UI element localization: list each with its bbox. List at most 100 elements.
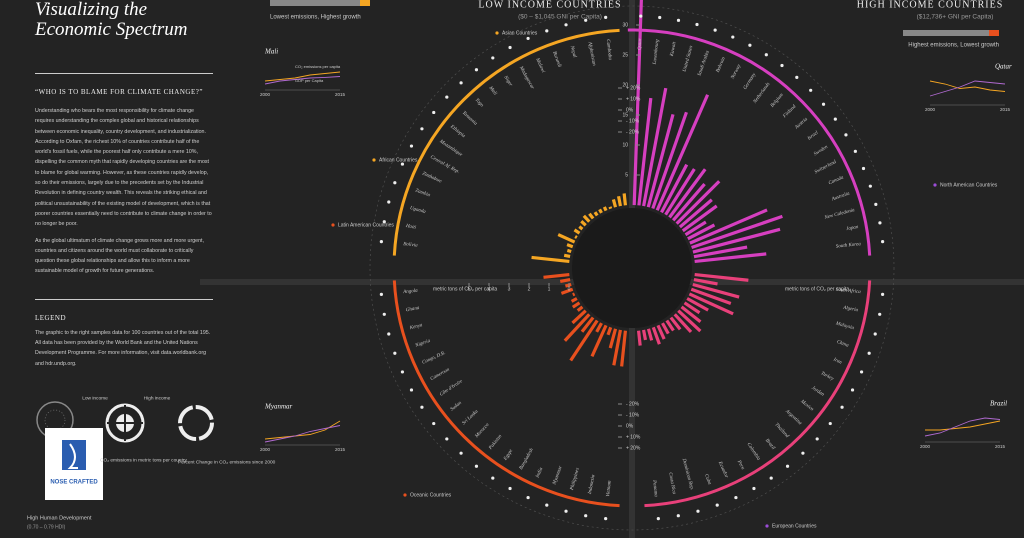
dot xyxy=(833,117,837,121)
dot xyxy=(696,509,700,513)
dot xyxy=(379,240,383,244)
bar xyxy=(593,211,599,217)
rim-arc xyxy=(644,280,872,508)
mini-year: 2000 xyxy=(260,447,271,452)
bar xyxy=(651,326,661,345)
dot xyxy=(474,68,479,72)
dot xyxy=(491,56,495,60)
country-label: Argentina xyxy=(784,409,803,427)
dot xyxy=(420,405,424,409)
mini-line xyxy=(929,80,1006,92)
country-label: Mozambique xyxy=(438,139,464,158)
bar xyxy=(688,292,734,316)
legend-label: Percent Change in CO₂ emissions since 20… xyxy=(178,459,276,465)
country-label: Brazil xyxy=(764,438,776,451)
dot xyxy=(676,18,681,22)
bar xyxy=(686,297,709,312)
bar xyxy=(622,193,628,206)
country-label: Burundi xyxy=(551,51,561,69)
country-label: Dominican Rep. xyxy=(680,457,694,491)
country-label: Angola xyxy=(402,289,418,296)
country-label: Nepal xyxy=(568,45,576,59)
bar xyxy=(571,309,587,325)
bar xyxy=(574,235,578,239)
sidebar: Visualizing the Economic Spectrum “WHO I… xyxy=(35,0,213,375)
legend-label: CO₂ emissions in metric tons per country xyxy=(100,457,188,463)
country-label: South Korea xyxy=(836,242,862,250)
bar xyxy=(608,206,613,210)
note-bar-accent xyxy=(360,0,370,6)
hdi-range: (0.70 – 0.79 HDI) xyxy=(27,524,66,530)
tick-label: 20 xyxy=(622,82,628,88)
dot xyxy=(445,95,449,99)
mini-year: 2000 xyxy=(925,107,936,112)
dot xyxy=(840,405,844,409)
bar xyxy=(687,223,716,241)
rule xyxy=(35,73,213,74)
region-dot xyxy=(765,524,769,528)
bar xyxy=(582,214,591,223)
dot xyxy=(853,149,857,153)
dot xyxy=(584,514,588,518)
legend-label: Low income xyxy=(82,395,108,401)
change-label: + 20% xyxy=(626,85,641,91)
bar xyxy=(570,297,578,303)
bar xyxy=(557,233,576,244)
country-label: Germany xyxy=(743,72,758,91)
country-label: Belgium xyxy=(770,92,785,108)
bar xyxy=(660,163,689,214)
mini-legend: CO₂ emissions per capita xyxy=(295,64,341,69)
dot xyxy=(752,486,756,491)
bar xyxy=(602,206,608,212)
dot xyxy=(676,514,680,518)
high-note: Highest emissions, Lowest growth xyxy=(908,43,999,49)
country-label: Nigeria xyxy=(414,339,431,349)
country-label: Kenya xyxy=(409,323,424,332)
dot xyxy=(658,15,662,20)
bar xyxy=(664,168,696,216)
bar xyxy=(690,287,732,306)
dot xyxy=(564,23,568,27)
bar xyxy=(656,324,666,340)
country-label: Pakistan xyxy=(488,434,504,452)
bar xyxy=(693,245,748,259)
mini-year: 2015 xyxy=(335,447,346,452)
dot xyxy=(379,292,383,296)
note-bar xyxy=(903,30,999,36)
logo-text: NOSE CRAFTED xyxy=(50,480,98,486)
change-label: - 10% xyxy=(626,412,640,418)
country-label: Côte d'Ivoire xyxy=(439,379,464,398)
dot xyxy=(400,370,405,374)
country-label: United States xyxy=(683,45,695,72)
low-subtitle: ($0 – $1,045 GNI per Capita) xyxy=(518,14,602,21)
dot xyxy=(604,517,608,521)
bar xyxy=(580,220,587,227)
country-label: Costa Rica xyxy=(667,472,676,495)
tick-label: 10 xyxy=(622,142,628,148)
dot xyxy=(393,351,397,355)
dot xyxy=(459,451,463,455)
dot xyxy=(809,88,813,92)
country-label: Luxembourg xyxy=(653,39,661,66)
mini-line xyxy=(264,76,341,85)
bar xyxy=(560,287,574,295)
dot xyxy=(564,509,568,513)
high-subtitle: ($12,736+ GNI per Capita) xyxy=(917,14,994,21)
country-label: Jordan xyxy=(810,386,825,398)
dot xyxy=(409,144,414,148)
country-label: Madagascar xyxy=(517,65,534,90)
mini-year: 2000 xyxy=(260,92,271,97)
bar xyxy=(590,324,608,358)
bar xyxy=(642,87,668,207)
dot xyxy=(731,35,735,39)
dot xyxy=(868,184,872,188)
rim-arc xyxy=(627,28,872,256)
dot xyxy=(780,63,784,68)
bar xyxy=(694,252,767,264)
dot xyxy=(815,437,819,441)
dot xyxy=(393,181,397,185)
dot xyxy=(508,45,512,50)
change-label: 0% xyxy=(626,107,634,113)
mini-legend: GDP per Capita xyxy=(295,78,324,83)
mini-year: 2015 xyxy=(1000,107,1011,112)
